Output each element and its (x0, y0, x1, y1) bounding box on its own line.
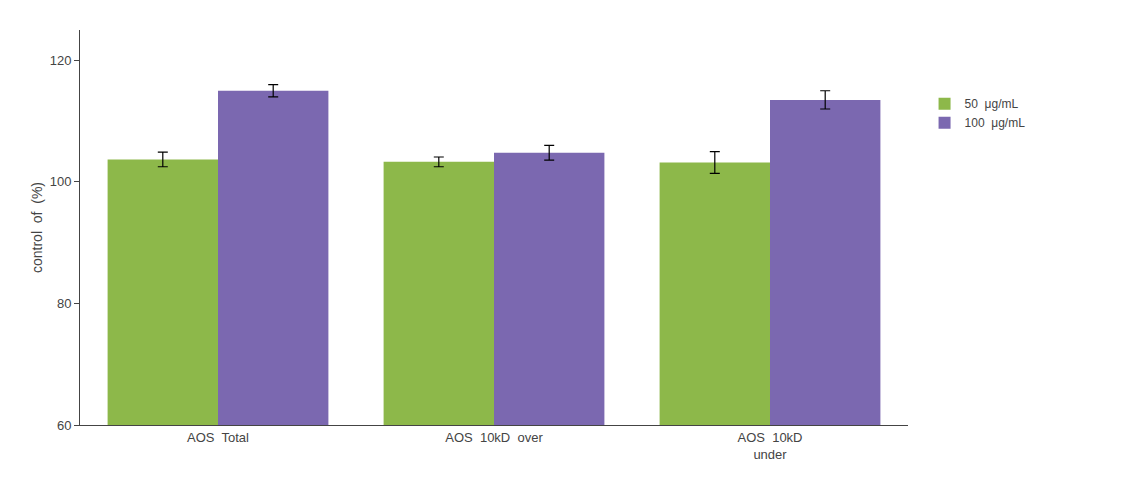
svg-text:100: 100 (50, 174, 72, 189)
svg-text:control of (%): control of (%) (29, 182, 45, 273)
svg-text:AOS 10kDunder: AOS 10kDunder (737, 430, 802, 462)
svg-text:AOS 10kD over: AOS 10kD over (445, 430, 543, 445)
svg-text:AOS Total: AOS Total (187, 430, 249, 445)
svg-text:50 μg/mL: 50 μg/mL (965, 97, 1019, 111)
svg-text:80: 80 (57, 296, 71, 311)
svg-text:120: 120 (50, 53, 72, 68)
svg-text:100 μg/mL: 100 μg/mL (965, 116, 1026, 130)
svg-text:60: 60 (57, 418, 71, 433)
